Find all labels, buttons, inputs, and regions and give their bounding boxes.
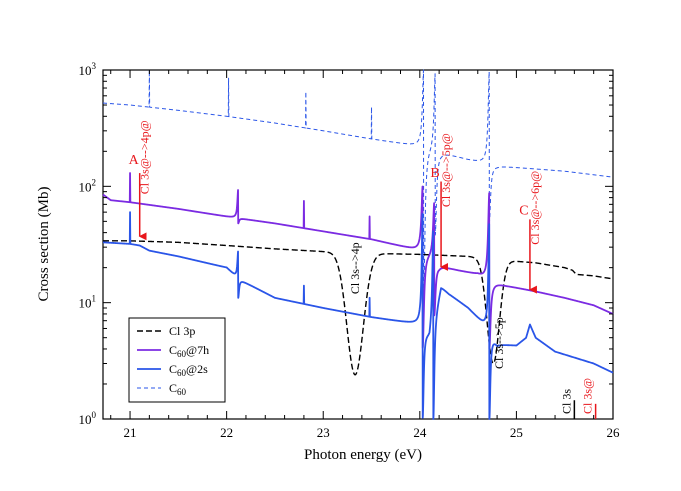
legend-label-3: C60 (169, 381, 187, 397)
plot-border (102, 69, 614, 420)
annotation-letter-A: A (129, 153, 140, 168)
x-tick-label: 22 (220, 425, 233, 440)
x-tick-label: 25 (510, 425, 523, 440)
legend-label-0: Cl 3p (169, 324, 195, 338)
x-tick-label: 24 (413, 425, 427, 440)
axes-layer: 21 22 23 24 25 26 100 101 102 103 (79, 61, 621, 440)
y-tick-label: 100 (79, 410, 97, 427)
threshold-label-1: Cl 3s@ (581, 378, 595, 414)
transition-label-0: Cl 3s-->4p (348, 242, 362, 294)
series-line-1 (102, 172, 614, 350)
annotation-label-C: Cl 3s@-->6p@ (528, 171, 542, 245)
series-layer (102, 69, 614, 420)
annotation-layer: ACl 3s@-->4p@ B Cl 3s@-->5p@ C Cl 3s@-->6p@ C… (129, 120, 597, 419)
legend: Cl 3p C60@7h C60@2s C60 (128, 317, 226, 403)
y-tick-label: 101 (79, 294, 97, 311)
annotation-label-A: Cl 3s@-->4p@ (138, 120, 152, 194)
series-line-3 (102, 69, 614, 302)
x-tick-label: 23 (317, 425, 330, 440)
x-axis-label: Photon energy (eV) (304, 447, 422, 463)
y-tick-label: 102 (79, 177, 97, 194)
y-axis-label: Cross section (Mb) (36, 187, 52, 302)
legend-label-2: C60@2s (169, 362, 208, 378)
threshold-label-0: Cl 3s (559, 389, 573, 414)
x-tick-label: 21 (124, 425, 137, 440)
y-tick-label: 103 (79, 61, 97, 78)
plot-frame (102, 69, 614, 420)
annotation-letter-C: C (519, 204, 528, 219)
legend-label-1: C60@7h (169, 343, 209, 359)
series-line-2 (102, 211, 614, 420)
transition-label-1: Cl 3s-->5p (492, 317, 506, 369)
series-line-0 (102, 240, 614, 376)
x-tick-label: 26 (607, 425, 621, 440)
annotation-label-B: Cl 3s@-->5p@ (439, 133, 453, 207)
annotation-letter-B: B (430, 166, 439, 181)
